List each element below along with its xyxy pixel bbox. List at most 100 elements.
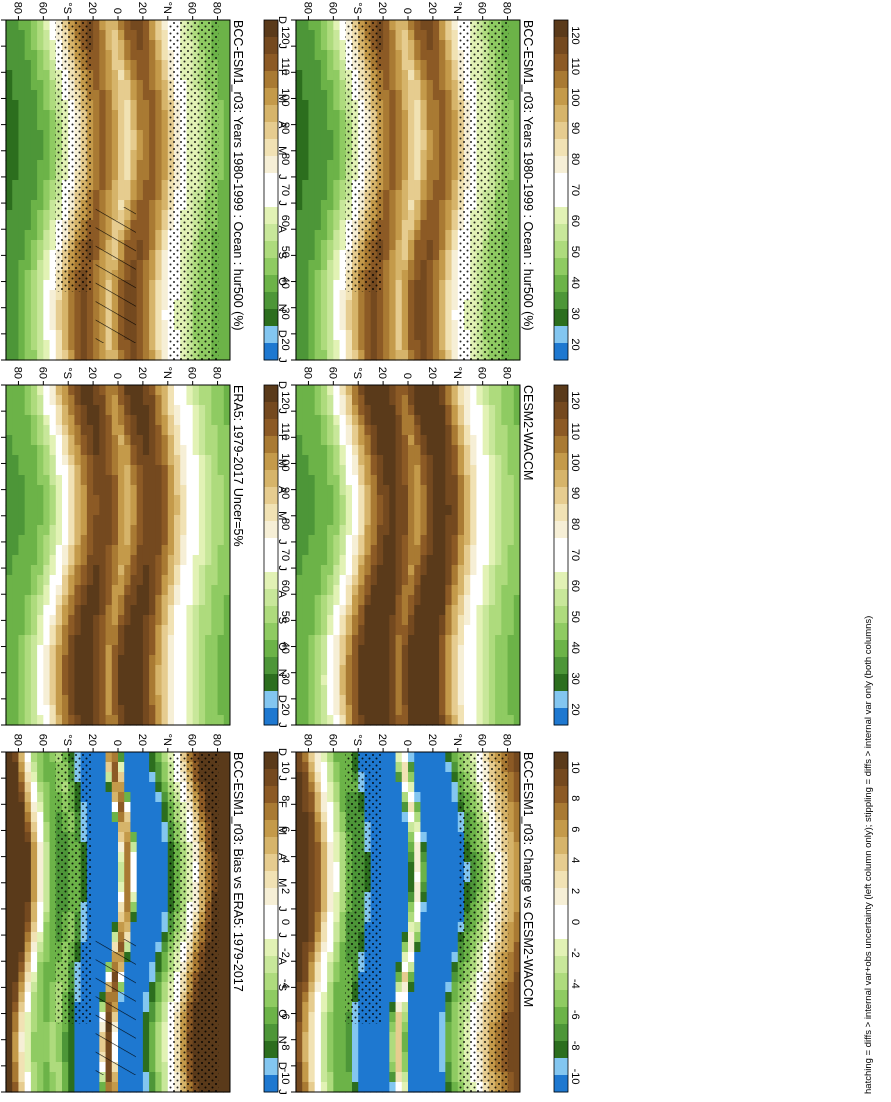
heatmap-cell [314,330,321,341]
heatmap-cell [198,635,206,646]
heatmap-cell [444,110,452,121]
heatmap-cell [338,70,346,81]
x-tick-label: M [276,146,288,155]
heatmap-cell [129,20,137,31]
colorbar-tick-label: 80 [569,153,581,165]
heatmap-cell [363,405,371,416]
heatmap-cell [494,535,502,546]
heatmap-cell [123,545,131,556]
heatmap-cell [30,260,38,271]
heatmap-cell [142,140,150,151]
heatmap-cell [301,320,309,331]
heatmap-cell [204,655,212,666]
heatmap-cell [314,140,321,151]
heatmap-cell [42,585,50,596]
heatmap-cell [142,605,150,616]
heatmap-cell [123,90,131,101]
heatmap-cell [129,685,137,696]
heatmap-cell [24,665,31,676]
heatmap-cell [42,525,50,536]
heatmap-cell [450,515,458,526]
heatmap-cell [160,705,168,716]
heatmap-cell [117,80,125,91]
heatmap-cell [338,485,346,496]
heatmap-cell [301,250,309,261]
colorbar-tick-label: 60 [279,215,291,227]
heatmap-cell [345,525,352,536]
heatmap-cell [295,635,303,646]
heatmap-cell [86,415,94,426]
heatmap-cell [48,705,56,716]
heatmap-cell [129,80,137,91]
heatmap-cell [136,40,143,51]
heatmap-cell [326,415,334,426]
heatmap-cell [307,40,315,51]
heatmap-cell [61,300,69,311]
heatmap-cell [92,545,100,556]
heatmap-cell [363,395,371,406]
heatmap-cell [419,230,427,241]
heatmap-cell [426,555,433,566]
heatmap-cell [36,170,44,181]
heatmap-cell [488,665,496,676]
heatmap-cell [450,70,458,81]
heatmap-cell [401,535,408,546]
heatmap-cell [204,435,212,446]
heatmap-cell [123,695,131,706]
heatmap-cell [301,190,309,201]
heatmap-cell [450,665,458,676]
heatmap-cell [24,565,31,576]
heatmap-cell [357,405,365,416]
heatmap-cell [17,180,25,191]
heatmap-cell [160,30,168,41]
heatmap-cell [73,485,81,496]
heatmap-cell [338,320,346,331]
heatmap-cell [513,210,520,221]
heatmap-cell [17,615,25,626]
heatmap-cell [432,200,440,211]
heatmap-cell [111,350,118,361]
heatmap-cell [426,280,433,291]
heatmap-cell [301,60,309,71]
heatmap-cell [148,555,156,566]
heatmap-cell [401,425,408,436]
heatmap-cell [401,675,408,686]
heatmap-cell [117,565,125,576]
heatmap-cell [407,330,415,341]
heatmap-cell [179,435,187,446]
heatmap-cell [314,435,321,446]
heatmap-cell [86,635,94,646]
heatmap-cell [80,715,87,726]
heatmap-cell [376,340,384,351]
heatmap-cell [30,475,38,486]
heatmap-cell [5,260,13,271]
heatmap-cell [307,110,315,121]
heatmap-cell [123,605,131,616]
heatmap-cell [444,210,452,221]
heatmap-cell [67,330,75,341]
heatmap-cell [167,495,174,506]
heatmap-cell [314,485,321,496]
heatmap-cell [92,565,100,576]
panel-title: BCC-ESM1_r03: Years 1980-1999 : Ocean : … [521,20,535,331]
heatmap-cell [314,260,321,271]
heatmap-cell [382,210,390,221]
heatmap-cell [413,615,421,626]
heatmap-cell [506,615,514,626]
heatmap-cell [204,415,212,426]
heatmap-cell [326,445,334,456]
heatmap-cell [24,405,31,416]
heatmap-cell [80,595,87,606]
heatmap-cell [488,615,496,626]
heatmap-cell [388,280,396,291]
heatmap-cell [173,495,181,506]
heatmap-cell [98,130,106,141]
heatmap-cell [438,505,446,516]
heatmap-cell [370,435,377,446]
heatmap-cell [80,445,87,456]
heatmap-cell [17,290,25,301]
heatmap-cell [475,595,483,606]
heatmap-cell [370,615,377,626]
heatmap-cell [129,705,137,716]
heatmap-cell [167,515,174,526]
